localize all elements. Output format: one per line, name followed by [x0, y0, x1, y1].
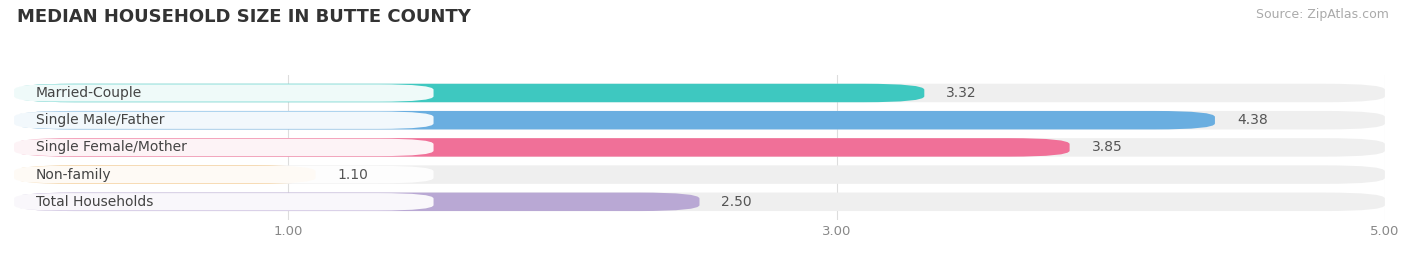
- Text: 3.85: 3.85: [1091, 140, 1122, 154]
- Text: Non-family: Non-family: [37, 168, 111, 182]
- FancyBboxPatch shape: [8, 139, 433, 156]
- Text: Single Male/Father: Single Male/Father: [37, 113, 165, 127]
- FancyBboxPatch shape: [8, 193, 433, 210]
- Text: 1.10: 1.10: [337, 168, 368, 182]
- Text: 4.38: 4.38: [1237, 113, 1268, 127]
- FancyBboxPatch shape: [14, 138, 1070, 157]
- FancyBboxPatch shape: [14, 192, 1385, 211]
- Text: Total Households: Total Households: [37, 195, 153, 209]
- Text: 3.32: 3.32: [946, 86, 977, 100]
- Text: Single Female/Mother: Single Female/Mother: [37, 140, 187, 154]
- FancyBboxPatch shape: [14, 192, 700, 211]
- FancyBboxPatch shape: [8, 111, 433, 129]
- FancyBboxPatch shape: [14, 165, 316, 184]
- FancyBboxPatch shape: [14, 138, 1385, 157]
- FancyBboxPatch shape: [14, 111, 1215, 129]
- FancyBboxPatch shape: [14, 111, 1385, 129]
- FancyBboxPatch shape: [8, 84, 433, 102]
- Text: 2.50: 2.50: [721, 195, 752, 209]
- Text: MEDIAN HOUSEHOLD SIZE IN BUTTE COUNTY: MEDIAN HOUSEHOLD SIZE IN BUTTE COUNTY: [17, 8, 471, 26]
- Text: Source: ZipAtlas.com: Source: ZipAtlas.com: [1256, 8, 1389, 21]
- Text: Married-Couple: Married-Couple: [37, 86, 142, 100]
- FancyBboxPatch shape: [14, 165, 1385, 184]
- FancyBboxPatch shape: [8, 166, 433, 183]
- FancyBboxPatch shape: [14, 84, 1385, 102]
- FancyBboxPatch shape: [14, 84, 924, 102]
